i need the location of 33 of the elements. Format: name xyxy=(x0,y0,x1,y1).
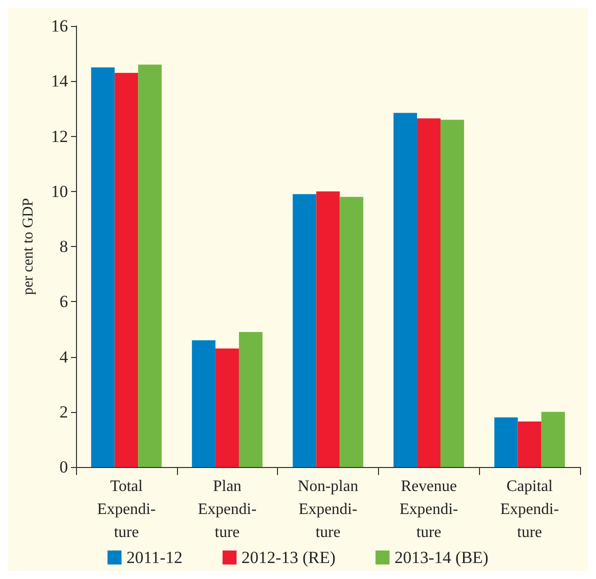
x-tick-label: Revenue Expendi- ture xyxy=(399,478,458,541)
legend-label: 2013-14 (BE) xyxy=(394,548,488,567)
x-tick-label: Capital Expendi- ture xyxy=(500,478,559,541)
bar xyxy=(541,412,565,467)
y-tick-label: 10 xyxy=(51,182,68,201)
bar xyxy=(394,112,418,467)
bar xyxy=(494,417,518,467)
x-tick-label: Plan Expendi- ture xyxy=(198,478,257,541)
y-axis-title: per cent to GDP xyxy=(20,198,36,296)
bar xyxy=(91,67,115,467)
bar xyxy=(440,120,464,467)
x-tick-label: Non-plan Expendi- ture xyxy=(298,478,358,541)
legend-label: 2011-12 xyxy=(126,548,183,567)
y-tick-label: 4 xyxy=(60,347,68,366)
bar xyxy=(215,348,239,467)
bar xyxy=(114,72,138,467)
bar xyxy=(518,422,542,467)
x-tick-label: Total Expendi- ture xyxy=(97,478,156,541)
bar xyxy=(316,191,340,467)
y-tick-label: 6 xyxy=(60,292,68,312)
bar xyxy=(238,332,262,467)
bar xyxy=(138,64,162,467)
y-tick-label: 12 xyxy=(51,126,68,146)
bar xyxy=(340,196,364,467)
bar xyxy=(417,118,441,467)
y-tick-label: 16 xyxy=(51,16,68,36)
bar xyxy=(292,194,316,467)
y-tick-label: 0 xyxy=(60,458,68,476)
bar xyxy=(192,340,216,467)
y-tick-label: 2 xyxy=(60,402,68,422)
legend-label: 2012-13 (RE) xyxy=(242,548,336,567)
y-tick-label: 14 xyxy=(51,72,68,91)
y-tick-label: 8 xyxy=(60,237,68,256)
